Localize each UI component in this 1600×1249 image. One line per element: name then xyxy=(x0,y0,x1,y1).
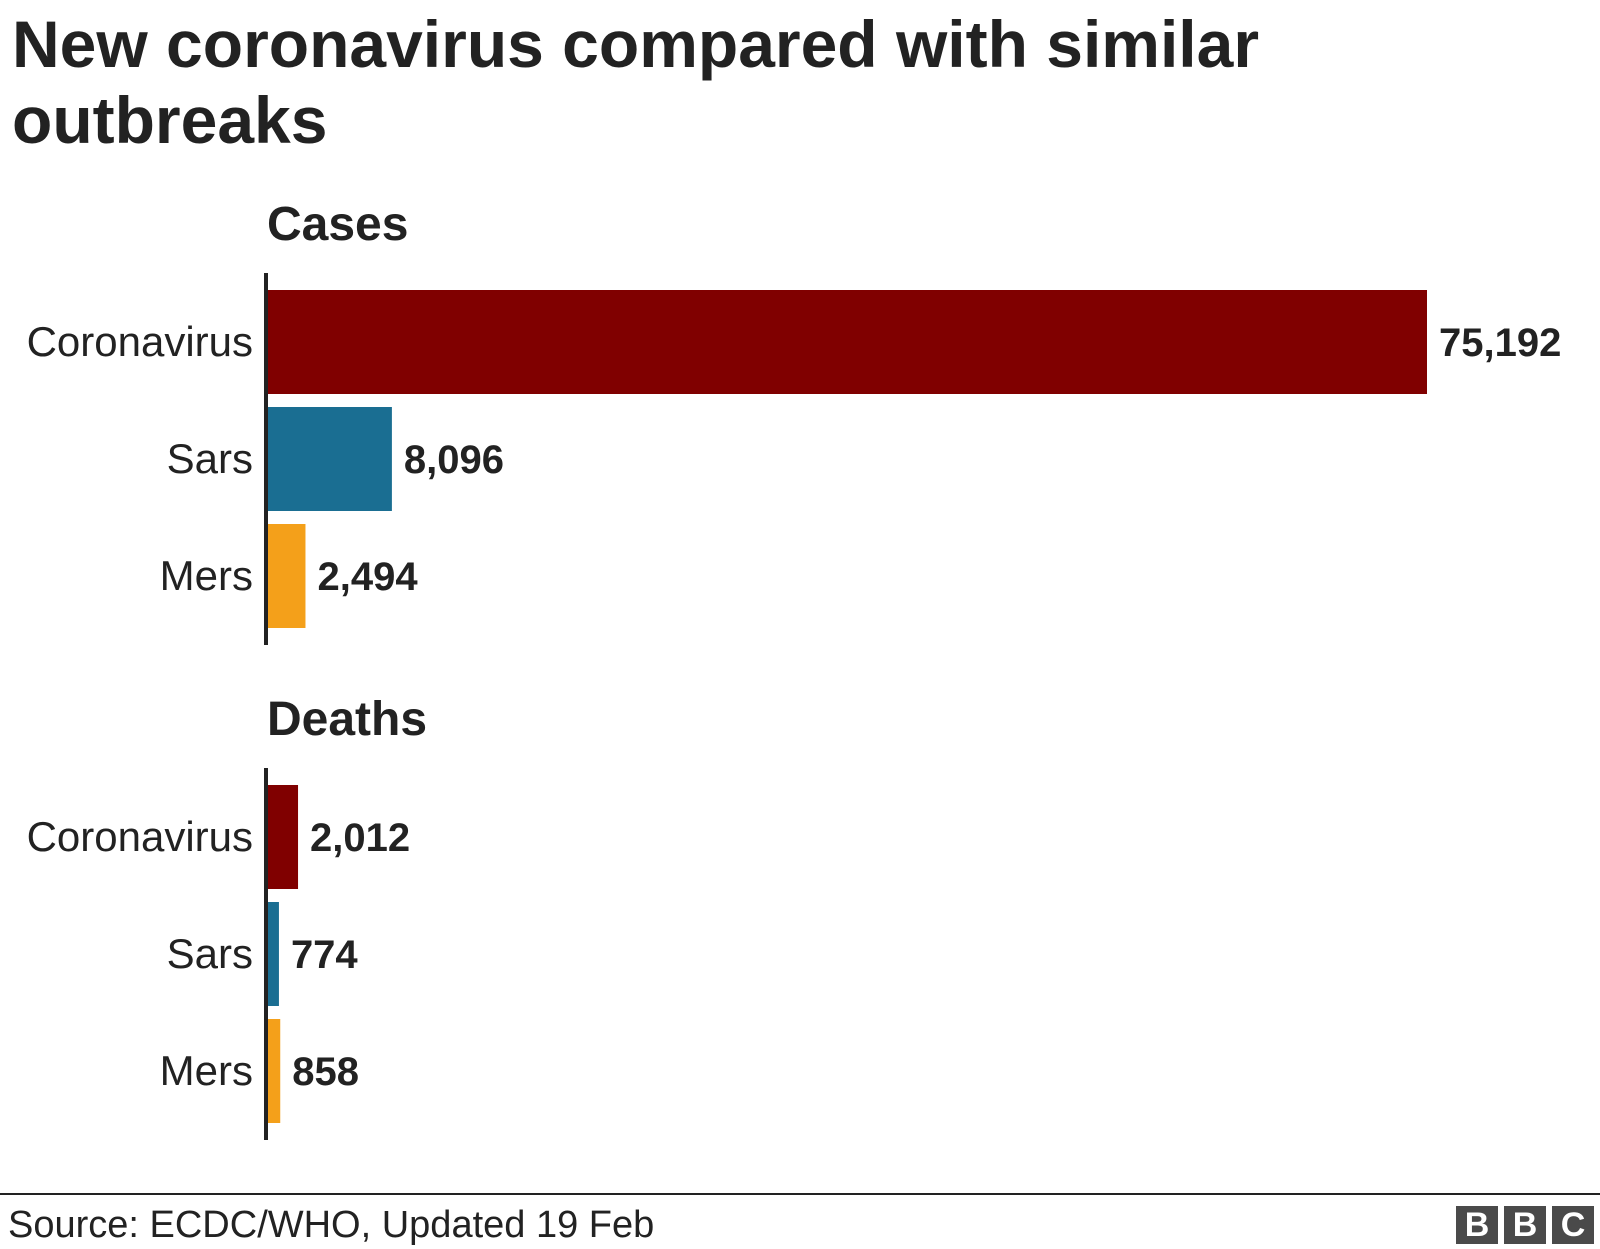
panel-title: Deaths xyxy=(267,693,427,746)
bar-charts: Cases Coronavirus 75,192 Sars 8,096 Mers 2,494… xyxy=(27,198,1561,1140)
category-label: Coronavirus xyxy=(27,813,253,860)
bar-coronavirus xyxy=(267,290,1427,394)
category-label: Sars xyxy=(167,930,253,977)
chart-title: New coronavirus compared with similar ou… xyxy=(12,7,1260,157)
bar-mers xyxy=(267,524,306,628)
data-label: 75,192 xyxy=(1439,321,1561,365)
bbc-logo-letter: B xyxy=(1456,1206,1498,1244)
bbc-logo-letter: B xyxy=(1504,1206,1546,1244)
bbc-logo: B B C xyxy=(1456,1206,1594,1244)
bar-coronavirus xyxy=(267,785,299,889)
category-label: Sars xyxy=(167,435,253,482)
data-label: 2,012 xyxy=(310,816,410,860)
bar-sars xyxy=(267,902,279,1006)
category-label: Mers xyxy=(160,552,253,599)
data-label: 774 xyxy=(291,933,358,977)
bar-mers xyxy=(267,1019,281,1123)
panel-title: Cases xyxy=(267,198,408,251)
source-note: Source: ECDC/WHO, Updated 19 Feb xyxy=(8,1204,655,1246)
footer-divider xyxy=(0,1193,1600,1195)
bar-sars xyxy=(267,407,392,511)
data-label: 8,096 xyxy=(404,438,504,482)
category-label: Mers xyxy=(160,1047,253,1094)
bbc-logo-letter: C xyxy=(1552,1206,1594,1244)
data-label: 2,494 xyxy=(317,555,418,599)
category-label: Coronavirus xyxy=(27,318,253,365)
data-label: 858 xyxy=(292,1050,359,1094)
